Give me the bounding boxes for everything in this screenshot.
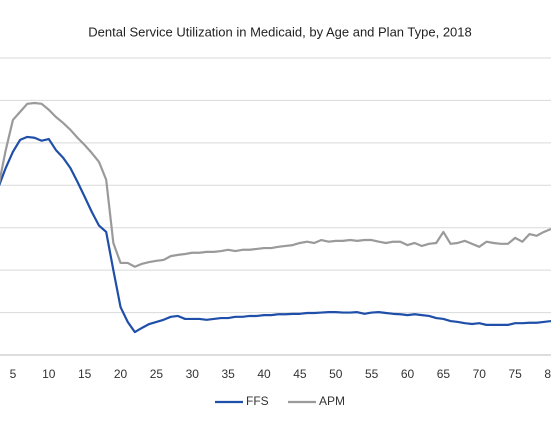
x-tick-label: 50 <box>329 367 343 381</box>
x-tick-label: 45 <box>293 367 307 381</box>
x-tick-label: 20 <box>114 367 128 381</box>
data-line <box>0 101 551 268</box>
x-tick-label: 30 <box>186 367 200 381</box>
x-tick-label: 75 <box>508 367 522 381</box>
x-tick-label: 65 <box>437 367 451 381</box>
x-tick-label: 10 <box>42 367 56 381</box>
x-tick-label: 25 <box>150 367 164 381</box>
x-tick-label: 40 <box>257 367 271 381</box>
legend-label: APM <box>319 394 345 408</box>
x-tick-label: 60 <box>401 367 415 381</box>
x-tick-label: 5 <box>10 367 17 381</box>
legend-label: FFS <box>246 394 269 408</box>
chart-title: Dental Service Utilization in Medicaid, … <box>88 24 472 39</box>
data-line <box>0 135 551 334</box>
x-tick-label: 80 <box>544 367 551 381</box>
x-tick-label: 15 <box>78 367 92 381</box>
x-tick-label: 70 <box>473 367 487 381</box>
x-tick-label: 55 <box>365 367 379 381</box>
x-tick-label: 35 <box>221 367 235 381</box>
